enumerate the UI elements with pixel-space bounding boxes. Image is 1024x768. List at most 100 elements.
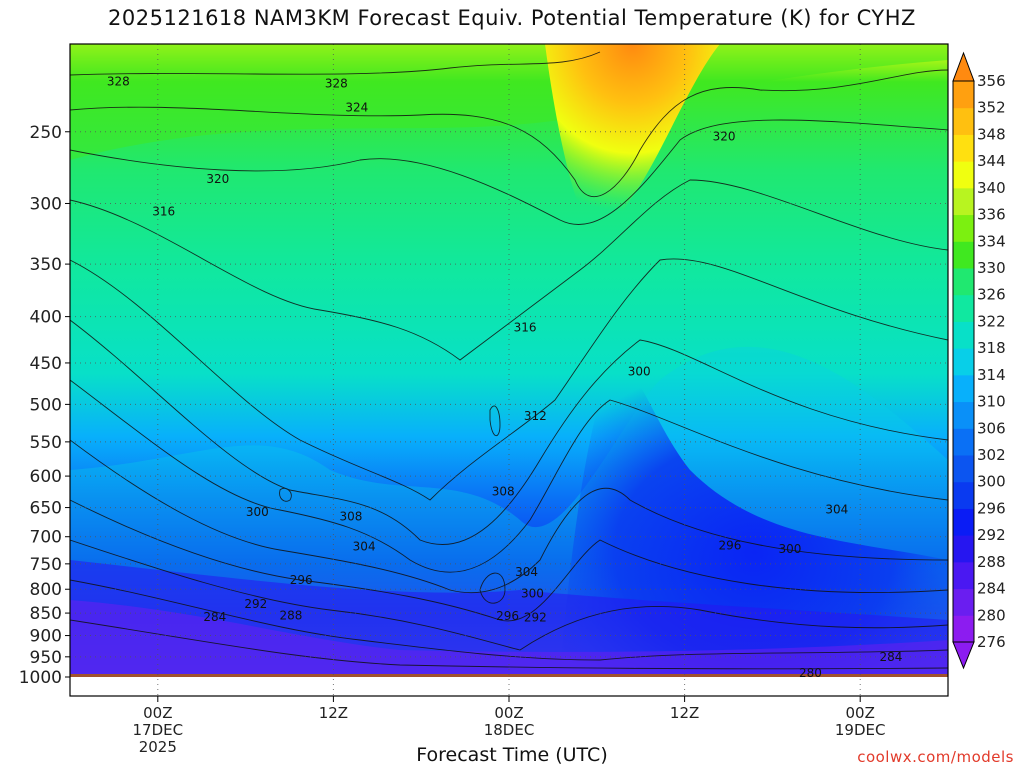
contour-label: 328 xyxy=(107,74,130,88)
contour-label: 312 xyxy=(524,409,547,423)
colorbar-frame xyxy=(952,80,975,643)
contour-label: 296 xyxy=(496,609,519,623)
colorbar-swatch xyxy=(953,81,974,109)
time-gridlines xyxy=(157,44,861,696)
contour-label: 316 xyxy=(514,320,537,334)
colorbar-bottom-arrow xyxy=(952,641,975,670)
x-tick-label: 17DEC xyxy=(133,721,184,739)
colorbar-label: 288 xyxy=(977,553,1006,571)
colorbar-swatch xyxy=(953,428,974,456)
colorbar-label: 276 xyxy=(977,633,1006,651)
colorbar-swatch xyxy=(953,214,974,242)
colorbar-label: 302 xyxy=(977,446,1006,464)
y-tick-label: 850 xyxy=(30,604,62,624)
colorbar-swatch xyxy=(953,535,974,563)
colorbar-swatch xyxy=(953,615,974,643)
colorbar-label: 314 xyxy=(977,366,1006,384)
colorbar-swatch xyxy=(953,294,974,322)
contour-label: 280 xyxy=(799,666,822,680)
y-tick-label: 950 xyxy=(30,648,62,668)
contour-label: 300 xyxy=(521,587,544,601)
colorbar-label: 334 xyxy=(977,232,1006,250)
x-tick-label: 18DEC xyxy=(484,721,535,739)
colorbar-swatch xyxy=(953,161,974,189)
chart-title: 2025121618 NAM3KM Forecast Equiv. Potent… xyxy=(108,6,916,30)
x-axis-label: Forecast Time (UTC) xyxy=(416,744,608,766)
contour-label: 296 xyxy=(290,573,313,587)
y-tick-label: 300 xyxy=(30,194,62,214)
colorbar-label: 280 xyxy=(977,606,1006,624)
credit-text: coolwx.com/models xyxy=(857,748,1014,766)
colorbar-label: 310 xyxy=(977,393,1006,411)
colorbar-label: 336 xyxy=(977,206,1006,224)
x-tick-label: 2025 xyxy=(139,738,177,756)
contour-label: 304 xyxy=(353,540,376,554)
y-tick-label: 350 xyxy=(30,255,62,275)
colorbar-label: 340 xyxy=(977,179,1006,197)
colorbar-label: 306 xyxy=(977,419,1006,437)
colorbar-label: 348 xyxy=(977,125,1006,143)
y-tick-label: 450 xyxy=(30,354,62,374)
contour-label: 296 xyxy=(719,539,742,553)
contour-label: 328 xyxy=(325,76,348,90)
y-tick-label: 400 xyxy=(30,308,62,328)
contour-label: 300 xyxy=(779,542,802,556)
colorbar-top-arrow xyxy=(952,51,975,82)
colorbar-label: 296 xyxy=(977,499,1006,517)
colorbar-label: 318 xyxy=(977,339,1006,357)
x-tick-label: 12Z xyxy=(670,704,699,722)
colorbar-swatch xyxy=(953,107,974,135)
contour-label: 300 xyxy=(628,365,651,379)
contour-label: 304 xyxy=(825,502,848,516)
colorbar-swatch xyxy=(953,588,974,616)
y-tick-label: 1000 xyxy=(19,668,62,688)
contour-label: 324 xyxy=(345,100,368,114)
colorbar-swatch xyxy=(953,187,974,216)
contour-lines xyxy=(70,51,948,670)
colorbar-label: 352 xyxy=(977,99,1006,117)
colorbar-swatch xyxy=(953,561,974,590)
colorbar-swatch xyxy=(953,455,974,483)
y-tick-label: 650 xyxy=(30,499,62,519)
y-tick-label: 750 xyxy=(30,555,62,575)
contour-label: 292 xyxy=(524,611,547,625)
contour-labels: 328 328 324 320 320 316 316 312 308 308 300 300 300 3… xyxy=(107,74,903,680)
contour-label: 308 xyxy=(492,485,515,499)
contour-label: 304 xyxy=(515,565,538,579)
contour-label: 308 xyxy=(340,510,363,524)
x-tick-label: 00Z xyxy=(143,704,172,722)
colorbar-swatch xyxy=(953,508,974,536)
x-tick-label: 00Z xyxy=(494,704,523,722)
colorbar-swatch xyxy=(953,241,974,269)
colorbar-swatch xyxy=(953,268,974,296)
y-tick-label: 250 xyxy=(30,123,62,143)
colorbar-swatch xyxy=(953,374,974,403)
colorbar-label: 326 xyxy=(977,286,1006,304)
colorbar-label: 284 xyxy=(977,580,1006,598)
colorbar-swatch xyxy=(953,348,974,376)
y-tick-label: 800 xyxy=(30,580,62,600)
colorbar-label: 330 xyxy=(977,259,1006,277)
contour-label: 320 xyxy=(206,172,229,186)
colorbar-label: 356 xyxy=(977,72,1006,90)
contour-label: 300 xyxy=(246,505,269,519)
contour-label: 284 xyxy=(203,610,226,624)
x-tick-label: 12Z xyxy=(319,704,348,722)
contour-label: 284 xyxy=(879,650,902,664)
x-tick-label: 00Z xyxy=(846,704,875,722)
y-tick-label: 900 xyxy=(30,627,62,647)
colorbar: 276 280 284 288 292 296 300 302 306 310 314 318 322 3… xyxy=(952,51,1006,670)
x-tick-label: 19DEC xyxy=(835,721,886,739)
contour-label: 288 xyxy=(280,608,303,622)
y-axis: 250 300 350 400 450 500 550 600 650 700 750 800 850 9… xyxy=(19,123,70,688)
colorbar-label: 292 xyxy=(977,526,1006,544)
colorbar-label: 300 xyxy=(977,473,1006,491)
contour-label: 292 xyxy=(244,597,267,611)
colorbar-swatch xyxy=(953,481,974,509)
colorbar-swatch xyxy=(953,321,974,349)
contour-label: 316 xyxy=(152,204,175,218)
colorbar-label: 344 xyxy=(977,152,1006,170)
colorbar-label: 322 xyxy=(977,312,1006,330)
